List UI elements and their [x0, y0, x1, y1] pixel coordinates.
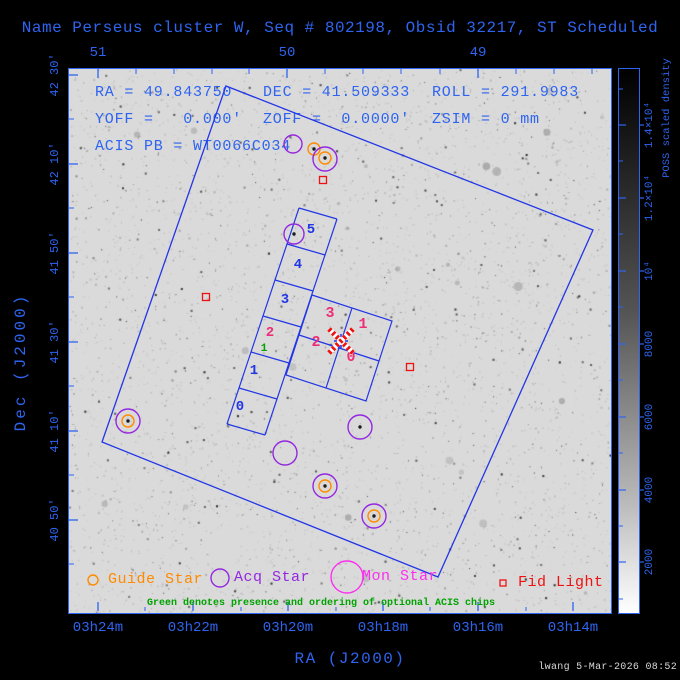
info-roll: ROLL = 291.9983 — [432, 84, 580, 101]
tick-label-bottom: 03h24m — [72, 620, 124, 636]
tick-label-left: 42 10' — [48, 142, 62, 186]
optional-chips-note: Green denotes presence and ordering of o… — [146, 598, 496, 609]
info-acis-pb: ACIS PB = WT0066C034 — [95, 138, 292, 155]
tick-label-bottom: 03h16m — [452, 620, 504, 636]
legend-label-mon-star: Mon Star — [362, 568, 439, 585]
tick-label-colorbar: 2000 — [644, 548, 656, 576]
tick-label-colorbar: 4000 — [644, 476, 656, 504]
tick-label-left: 41 50' — [48, 231, 62, 275]
tick-label-left: 41 30' — [48, 320, 62, 364]
tick-label-bottom: 03h18m — [357, 620, 409, 636]
tick-label-bottom: 03h22m — [167, 620, 219, 636]
colorbar-title: POSS scaled density — [661, 58, 673, 178]
colorbar-gradient — [618, 68, 640, 614]
ra-axis-title: RA (J2000) — [294, 650, 406, 668]
info-yoff: YOFF = 0.000' — [95, 111, 243, 128]
tick-label-colorbar: 1.4×10⁴ — [644, 101, 656, 149]
info-dec: DEC = 41.509333 — [263, 84, 411, 101]
page-title: Name Perseus cluster W, Seq # 802198, Ob… — [21, 19, 659, 37]
tick-label-top: 51 — [89, 45, 107, 61]
tick-label-colorbar: 8000 — [644, 330, 656, 358]
legend-label-fid-light: Fid Light — [518, 574, 604, 591]
tick-label-colorbar: 1.2×10⁴ — [644, 174, 656, 222]
info-ra: RA = 49.843750 — [95, 84, 233, 101]
tick-label-colorbar: 6000 — [644, 403, 656, 431]
info-zsim: ZSIM = 0 mm — [432, 111, 540, 128]
tick-label-left: 42 30' — [48, 53, 62, 97]
info-zoff: ZOFF = 0.0000' — [263, 111, 411, 128]
tick-label-colorbar: 10⁴ — [644, 261, 656, 281]
timestamp: lwang 5-Mar-2026 08:52 — [538, 662, 677, 673]
tick-label-left: 41 10' — [48, 409, 62, 453]
tick-label-bottom: 03h14m — [547, 620, 599, 636]
dec-axis-title: Dec (J2000) — [12, 292, 30, 432]
tick-label-bottom: 03h20m — [262, 620, 314, 636]
legend-label-guide-star: Guide Star — [108, 571, 204, 588]
legend-label-acq-star: Acq Star — [234, 569, 311, 586]
tick-label-top: 50 — [278, 45, 296, 61]
tick-label-top: 49 — [469, 45, 487, 61]
tick-label-left: 40 50' — [48, 498, 62, 542]
